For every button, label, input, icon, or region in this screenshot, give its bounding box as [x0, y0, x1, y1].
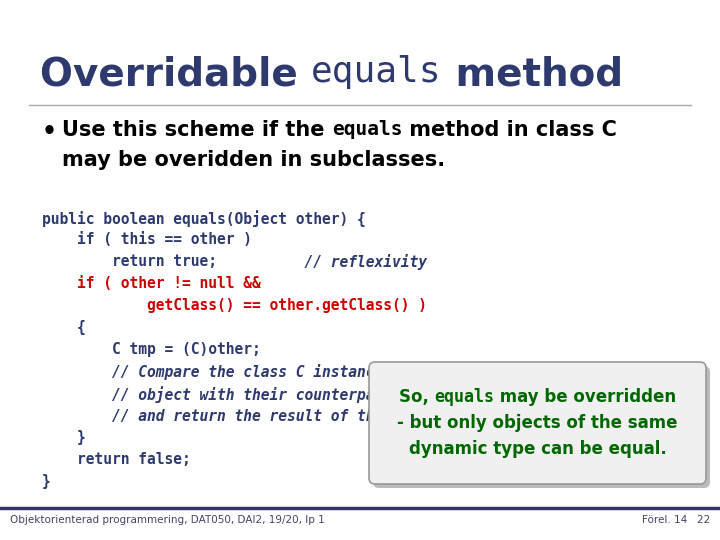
Text: So,: So, — [399, 388, 434, 406]
Text: - but only objects of the same: - but only objects of the same — [397, 414, 678, 432]
Text: getClass() == other.getClass() ): getClass() == other.getClass() ) — [42, 298, 427, 313]
Text: if ( this == other ): if ( this == other ) — [42, 232, 252, 247]
Text: equals: equals — [434, 388, 494, 406]
Text: dynamic type can be equal.: dynamic type can be equal. — [409, 440, 667, 458]
Text: equals: equals — [332, 120, 402, 139]
Text: C tmp = (C)other;: C tmp = (C)other; — [42, 342, 261, 357]
Text: Objektorienterad programmering, DAT050, DAI2, 19/20, lp 1: Objektorienterad programmering, DAT050, … — [10, 515, 325, 525]
Text: if ( other != null &&: if ( other != null && — [42, 276, 261, 291]
Text: method in class C: method in class C — [402, 120, 617, 140]
Text: }: } — [42, 474, 50, 489]
Text: }: } — [42, 430, 86, 445]
Text: may be overidden in subclasses.: may be overidden in subclasses. — [62, 150, 445, 170]
Text: Use this scheme if the: Use this scheme if the — [62, 120, 332, 140]
Text: •: • — [42, 120, 57, 144]
Text: // reflexivity: // reflexivity — [217, 254, 427, 270]
Text: may be overridden: may be overridden — [494, 388, 676, 406]
Text: return false;: return false; — [42, 452, 191, 467]
Text: // Compare the class C instance variables in this: // Compare the class C instance variable… — [42, 364, 541, 380]
Text: equals: equals — [311, 55, 442, 89]
Text: // and return the result of the comparison.: // and return the result of the comparis… — [42, 408, 488, 424]
Text: Förel. 14   22: Förel. 14 22 — [642, 515, 710, 525]
Text: Overridable: Overridable — [40, 55, 311, 93]
Text: {: { — [42, 320, 86, 335]
FancyBboxPatch shape — [373, 366, 710, 488]
FancyBboxPatch shape — [369, 362, 706, 484]
Text: // object with their counterparts in the other object,: // object with their counterparts in the… — [42, 386, 585, 403]
Text: method: method — [442, 55, 623, 93]
Text: return true;: return true; — [42, 254, 217, 269]
Text: public boolean equals(Object other) {: public boolean equals(Object other) { — [42, 210, 366, 227]
